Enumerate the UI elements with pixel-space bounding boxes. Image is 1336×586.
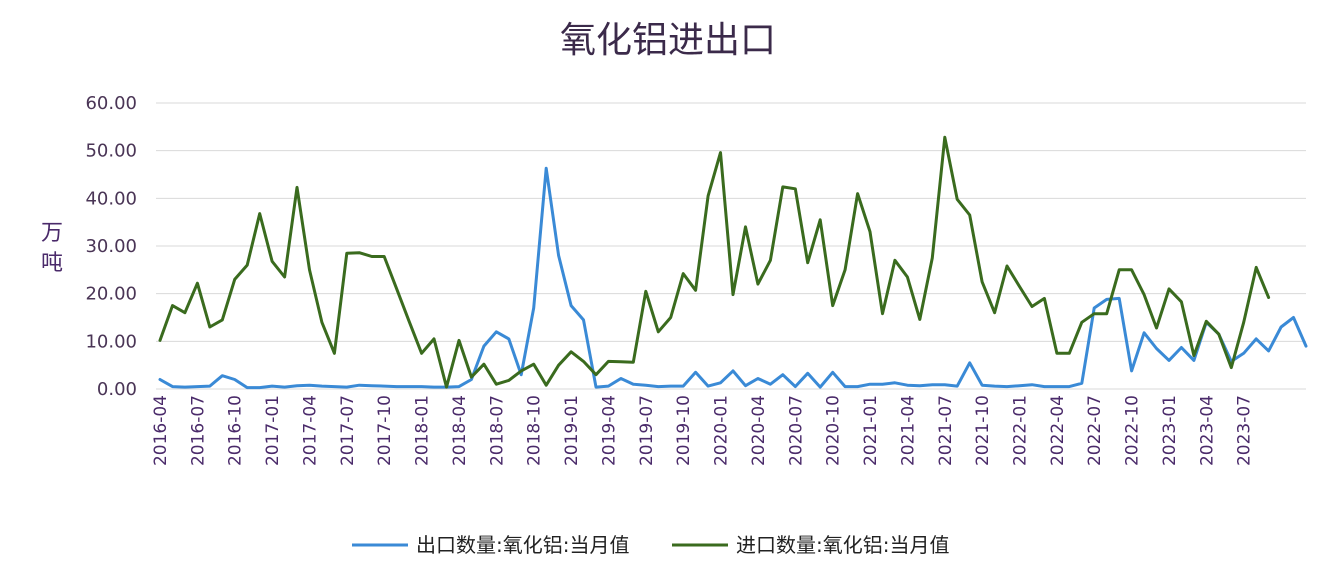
x-tick-label-17: 2020-07 xyxy=(786,395,806,466)
x-tick-label-28: 2023-04 xyxy=(1197,395,1217,466)
y-axis-label-line-2: 吨 xyxy=(41,251,63,276)
chart-title: 氧化铝进出口 xyxy=(560,20,776,61)
x-tick-label-5: 2017-07 xyxy=(338,395,358,466)
y-tick-label-6: 60.00 xyxy=(85,93,137,114)
y-tick-label-3: 30.00 xyxy=(85,236,137,257)
legend-label-export: 出口数量:氧化铝:当月值 xyxy=(416,533,629,557)
x-tick-label-1: 2016-07 xyxy=(188,395,208,466)
series-layer xyxy=(158,135,1308,390)
x-tick-label-16: 2020-04 xyxy=(749,395,769,466)
y-axis-label-line-1: 万 xyxy=(41,221,63,246)
x-tick-label-10: 2018-10 xyxy=(525,395,545,466)
x-tick-label-8: 2018-04 xyxy=(450,395,470,466)
x-tick-label-14: 2019-10 xyxy=(674,395,694,466)
x-tick-label-15: 2020-01 xyxy=(712,395,732,466)
legend: 出口数量:氧化铝:当月值 进口数量:氧化铝:当月值 xyxy=(352,533,949,557)
x-tick-label-18: 2020-10 xyxy=(824,395,844,466)
x-tick-label-12: 2019-04 xyxy=(599,395,619,466)
x-tick-label-19: 2021-01 xyxy=(861,395,881,466)
y-tick-label-1: 10.00 xyxy=(85,331,137,352)
x-tick-label-21: 2021-07 xyxy=(936,395,956,466)
grid-layer xyxy=(156,102,1306,390)
x-tick-label-7: 2018-01 xyxy=(413,395,433,466)
x-axis-ticks: 2016-04 2016-07 2016-10 2017-01 2017-04 2017-… xyxy=(151,395,1255,466)
y-axis-label: 万 吨 xyxy=(41,221,63,276)
x-tick-label-6: 2017-10 xyxy=(375,395,395,466)
x-tick-label-13: 2019-07 xyxy=(637,395,657,466)
y-tick-label-5: 50.00 xyxy=(85,141,137,162)
series-line-export xyxy=(158,166,1308,390)
x-tick-label-24: 2022-04 xyxy=(1048,395,1068,466)
x-tick-label-2: 2016-10 xyxy=(226,395,246,466)
x-tick-label-27: 2023-01 xyxy=(1160,395,1180,466)
series-line-import xyxy=(158,135,1271,389)
x-tick-label-9: 2018-07 xyxy=(487,395,507,466)
x-tick-label-25: 2022-07 xyxy=(1085,395,1105,466)
x-tick-label-23: 2022-01 xyxy=(1011,395,1031,466)
y-tick-label-4: 40.00 xyxy=(85,188,137,209)
y-tick-label-0: 0.00 xyxy=(97,379,137,400)
x-tick-label-3: 2017-01 xyxy=(263,395,283,466)
x-tick-label-26: 2022-10 xyxy=(1123,395,1143,466)
y-axis-ticks: 0.00 10.00 20.00 30.00 40.00 50.00 60.00 xyxy=(85,93,137,400)
x-tick-label-11: 2019-01 xyxy=(562,395,582,466)
x-tick-label-29: 2023-07 xyxy=(1235,395,1255,466)
x-tick-label-22: 2021-10 xyxy=(973,395,993,466)
x-tick-label-4: 2017-04 xyxy=(300,395,320,466)
y-tick-label-2: 20.00 xyxy=(85,284,137,305)
x-tick-label-0: 2016-04 xyxy=(151,395,171,466)
x-tick-label-20: 2021-04 xyxy=(898,395,918,466)
legend-label-import: 进口数量:氧化铝:当月值 xyxy=(736,533,949,557)
